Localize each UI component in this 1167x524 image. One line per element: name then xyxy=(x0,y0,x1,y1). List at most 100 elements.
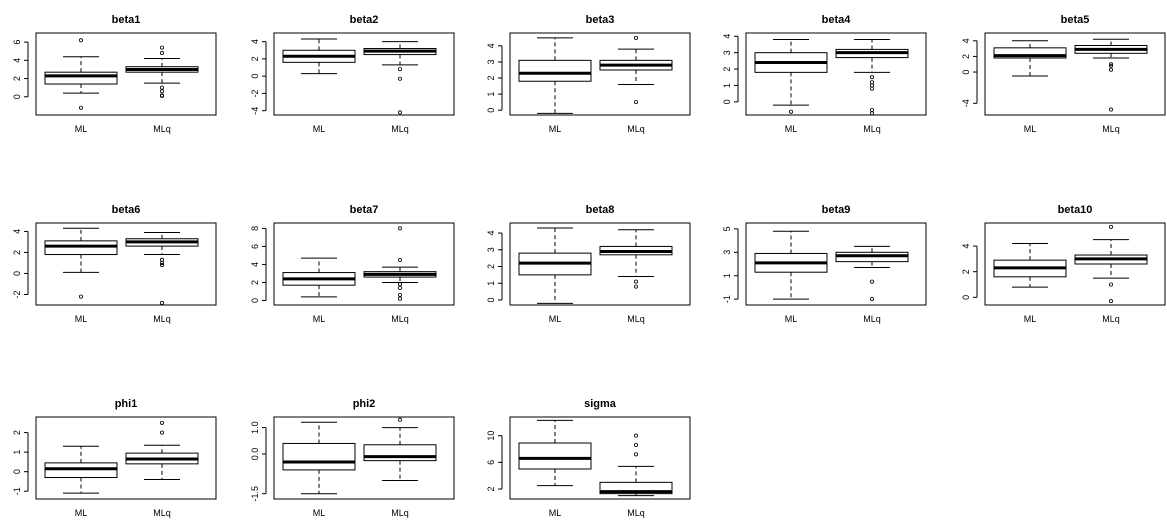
panel-title: beta5 xyxy=(1061,14,1090,26)
outlier-point xyxy=(159,93,164,98)
y-tick-label: 2 xyxy=(12,250,22,255)
y-tick-label: 2 xyxy=(250,56,260,61)
y-tick-label: 3 xyxy=(486,247,496,252)
outlier-point xyxy=(159,51,164,56)
y-tick-label: 0 xyxy=(722,99,732,104)
outlier-point xyxy=(159,263,164,268)
y-tick-label: 5 xyxy=(722,226,732,231)
x-category-label: MLq xyxy=(391,124,409,134)
panel-title: phi1 xyxy=(115,398,138,410)
panel-title: sigma xyxy=(584,398,617,410)
y-tick-label: 4 xyxy=(486,231,496,236)
y-tick-label: 6 xyxy=(486,460,496,465)
box-ML: ML xyxy=(44,227,118,324)
box-ML: ML xyxy=(44,445,118,518)
plot-frame xyxy=(509,32,691,116)
box-ML: ML xyxy=(518,37,592,134)
outlier-point xyxy=(1109,282,1114,287)
box-MLq: MLq xyxy=(599,35,673,134)
panel-title: beta1 xyxy=(112,14,141,26)
y-tick-label: -2 xyxy=(12,290,22,298)
outlier-point xyxy=(870,111,875,116)
y-tick-label: 3 xyxy=(722,50,732,55)
x-category-label: ML xyxy=(549,314,562,324)
x-category-label: ML xyxy=(75,124,88,134)
x-category-label: MLq xyxy=(153,314,171,324)
outlier-point xyxy=(1109,224,1114,229)
y-tick-label: 2 xyxy=(486,76,496,81)
iqr-box xyxy=(282,442,356,471)
x-category-label: ML xyxy=(785,124,798,134)
x-category-label: ML xyxy=(75,508,88,518)
outlier-point xyxy=(1109,63,1114,68)
plot-frame xyxy=(509,416,691,500)
outlier-point xyxy=(1109,107,1114,112)
x-category-label: MLq xyxy=(627,508,645,518)
box-ML: ML xyxy=(993,40,1067,134)
plot-frame xyxy=(273,32,455,116)
outlier-point xyxy=(1109,62,1114,67)
y-tick-label: 4 xyxy=(250,39,260,44)
outlier-point xyxy=(634,284,639,289)
outlier-point xyxy=(397,285,402,290)
panel-phi1: phi1 -1 0 1 2 ML MLq xyxy=(12,398,217,518)
box-MLq: MLq xyxy=(1074,224,1148,324)
outlier-point xyxy=(789,109,794,114)
box-MLq: MLq xyxy=(363,417,437,518)
box-MLq: MLq xyxy=(125,45,199,134)
outlier-point xyxy=(870,297,875,302)
panel-beta10: beta10 0 2 4 ML MLq xyxy=(961,204,1166,324)
box-ML: ML xyxy=(518,419,592,518)
box-ML: ML xyxy=(282,257,356,324)
x-category-label: ML xyxy=(313,508,326,518)
y-tick-label: 6 xyxy=(12,40,22,45)
plot-frame xyxy=(273,416,455,500)
y-tick-label: 0 xyxy=(12,271,22,276)
panel-title: beta2 xyxy=(350,14,379,26)
panel-beta6: beta6 -2 0 2 4 ML MLq xyxy=(12,204,217,324)
outlier-point xyxy=(870,86,875,91)
y-tick-label: 2 xyxy=(250,280,260,285)
outlier-point xyxy=(397,67,402,72)
plot-frame xyxy=(745,32,927,116)
iqr-box xyxy=(363,444,437,462)
x-category-label: MLq xyxy=(391,314,409,324)
outlier-point xyxy=(159,45,164,50)
y-tick-label: 2 xyxy=(722,67,732,72)
outlier-point xyxy=(79,38,84,43)
y-tick-label: 1 xyxy=(722,273,732,278)
outlier-point xyxy=(870,108,875,113)
box-MLq: MLq xyxy=(599,229,673,324)
plot-frame xyxy=(984,222,1166,306)
panel-beta8: beta8 0 1 2 3 4 ML MLq xyxy=(486,204,691,324)
y-tick-label: 1 xyxy=(486,92,496,97)
y-tick-label: 4 xyxy=(250,262,260,267)
x-category-label: ML xyxy=(313,124,326,134)
y-tick-label: 4 xyxy=(961,244,971,249)
iqr-box xyxy=(518,442,592,470)
x-category-label: MLq xyxy=(153,124,171,134)
y-tick-label: 0 xyxy=(961,70,971,75)
box-ML: ML xyxy=(754,39,828,134)
outlier-point xyxy=(634,442,639,447)
y-tick-label: 0 xyxy=(486,297,496,302)
panel-beta5: beta5 -4 0 2 4 ML MLq xyxy=(961,14,1166,134)
y-tick-label: 2 xyxy=(486,264,496,269)
box-ML: ML xyxy=(518,227,592,324)
box-MLq: MLq xyxy=(599,433,673,518)
panel-beta4: beta4 0 1 2 3 4 ML MLq xyxy=(722,14,927,134)
y-tick-label: 8 xyxy=(250,226,260,231)
y-tick-label: -1 xyxy=(722,295,732,303)
x-category-label: ML xyxy=(313,314,326,324)
y-tick-label: 2 xyxy=(961,54,971,59)
outlier-point xyxy=(159,430,164,435)
outlier-point xyxy=(397,226,402,231)
outlier-point xyxy=(79,294,84,299)
x-category-label: ML xyxy=(549,508,562,518)
x-category-label: MLq xyxy=(391,508,409,518)
y-tick-label: -4 xyxy=(250,107,260,115)
y-tick-label: 1 xyxy=(722,83,732,88)
y-tick-label: 3 xyxy=(722,250,732,255)
y-tick-label: 2 xyxy=(12,76,22,81)
x-category-label: ML xyxy=(75,314,88,324)
